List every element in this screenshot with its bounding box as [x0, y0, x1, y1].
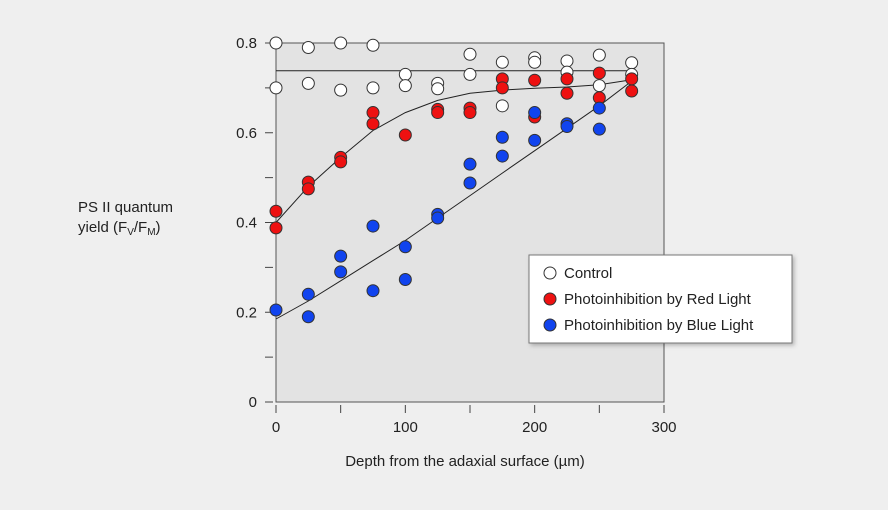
data-point-series-1 [625, 72, 639, 86]
data-point-series-2 [528, 106, 542, 120]
data-point-series-0 [301, 40, 315, 54]
data-point-series-0 [431, 82, 445, 96]
data-point-series-2 [334, 249, 348, 263]
legend-marker-series-0 [543, 266, 557, 280]
data-point-series-0 [495, 55, 509, 69]
x-axis-label: Depth from the adaxial surface (µm) [345, 453, 585, 470]
data-point-series-1 [495, 81, 509, 95]
data-point-series-0 [560, 54, 574, 68]
y-axis-label-prefix: yield (F [78, 219, 128, 236]
data-point-series-1 [625, 84, 639, 98]
data-point-series-0 [366, 38, 380, 52]
x-tick-label: 300 [651, 419, 676, 436]
data-point-series-1 [560, 72, 574, 86]
y-tick-label: 0.2 [236, 304, 257, 321]
x-tick-label: 0 [272, 419, 280, 436]
data-point-series-0 [398, 79, 412, 93]
data-point-series-2 [560, 119, 574, 133]
data-point-series-2 [269, 303, 283, 317]
data-point-series-2 [398, 272, 412, 286]
y-axis-label-line1: PS II quantum [78, 199, 174, 216]
data-point-series-0 [301, 76, 315, 90]
x-tick-label: 100 [393, 419, 418, 436]
data-point-series-1 [366, 106, 380, 120]
data-point-series-2 [334, 265, 348, 279]
data-point-series-2 [366, 284, 380, 298]
data-point-series-1 [431, 106, 445, 120]
data-point-series-0 [463, 47, 477, 61]
data-point-series-0 [528, 55, 542, 69]
data-point-series-0 [463, 67, 477, 81]
data-point-series-1 [560, 86, 574, 100]
y-tick-label: 0.4 [236, 215, 257, 232]
y-axis-label-sub-m: M [147, 227, 156, 238]
data-point-series-0 [269, 36, 283, 50]
y-tick-label: 0.8 [236, 35, 257, 52]
y-tick-label: 0 [249, 394, 257, 411]
data-point-series-1 [366, 117, 380, 131]
y-axis-label: PS II quantum yield (FV/FM) [78, 198, 173, 243]
data-point-series-2 [301, 287, 315, 301]
legend-label-series-2: Photoinhibition by Blue Light [564, 317, 754, 334]
data-point-series-1 [269, 221, 283, 235]
data-point-series-1 [398, 128, 412, 142]
data-point-series-0 [269, 81, 283, 95]
data-point-series-2 [495, 130, 509, 144]
data-point-series-2 [528, 133, 542, 147]
data-point-series-2 [592, 122, 606, 136]
y-axis-label-sub-v: V [127, 227, 134, 238]
data-point-series-0 [334, 36, 348, 50]
plot-area [275, 42, 665, 403]
data-point-series-2 [592, 101, 606, 115]
y-axis-label-suffix: ) [155, 219, 161, 236]
data-point-series-0 [495, 99, 509, 113]
data-point-series-2 [495, 149, 509, 163]
legend-label-series-1: Photoinhibition by Red Light [564, 291, 752, 308]
data-point-series-0 [334, 83, 348, 97]
legend-marker-series-2 [543, 318, 557, 332]
y-axis-label-line2: yield (FV/FM) [78, 218, 173, 243]
legend-label-series-0: Control [564, 265, 612, 282]
data-point-series-0 [592, 79, 606, 93]
data-point-series-0 [366, 81, 380, 95]
legend-marker-series-1 [543, 292, 557, 306]
data-point-series-1 [592, 66, 606, 80]
data-point-series-2 [366, 219, 380, 233]
data-point-series-2 [398, 240, 412, 254]
data-point-series-0 [625, 56, 639, 70]
legend-box [528, 254, 793, 344]
x-tick-label: 200 [522, 419, 547, 436]
data-point-series-2 [431, 211, 445, 225]
data-point-series-1 [528, 73, 542, 87]
y-tick-label: 0.6 [236, 125, 257, 142]
y-axis-label-slash: /F [133, 219, 148, 236]
data-point-series-0 [592, 48, 606, 62]
data-point-series-1 [334, 155, 348, 169]
data-point-series-0 [398, 67, 412, 81]
data-point-series-1 [463, 106, 477, 120]
data-point-series-1 [301, 182, 315, 196]
data-point-series-2 [463, 176, 477, 190]
data-point-series-2 [463, 157, 477, 171]
data-point-series-2 [301, 310, 315, 324]
data-point-series-1 [269, 204, 283, 218]
